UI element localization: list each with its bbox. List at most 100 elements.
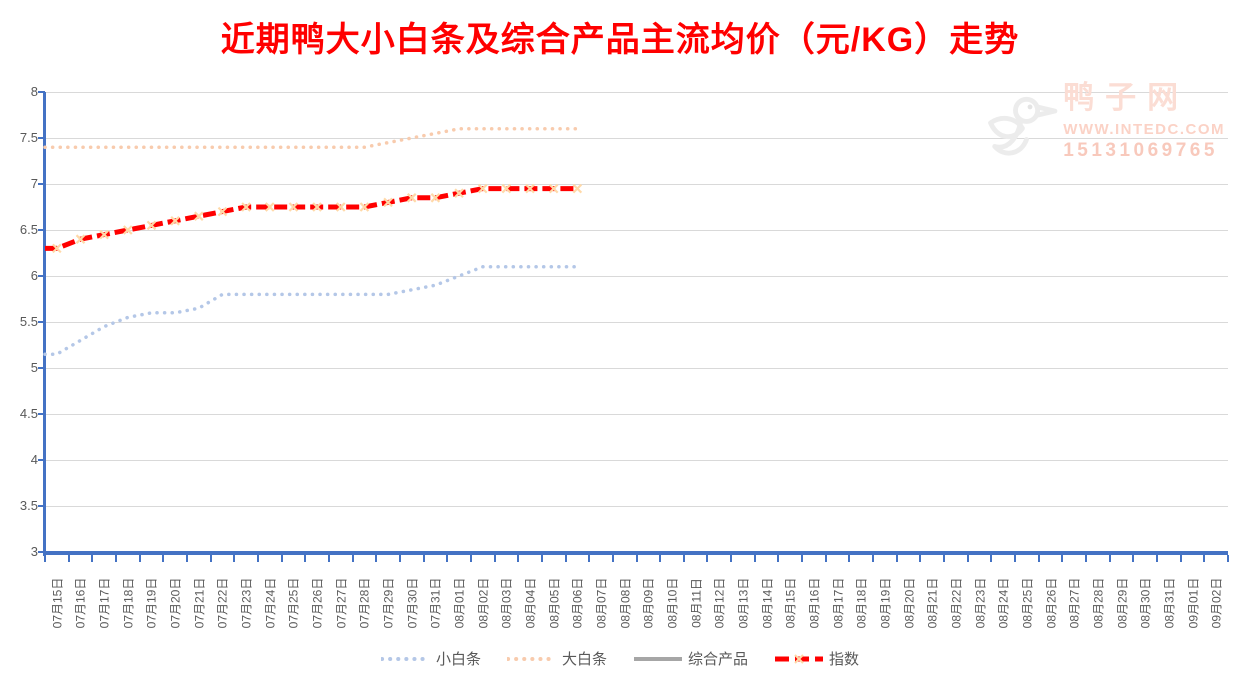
y-axis-tick	[38, 229, 45, 231]
y-axis-line	[43, 92, 46, 556]
x-axis-tick	[1085, 555, 1088, 562]
x-axis-tick	[895, 555, 898, 562]
x-marker	[477, 183, 488, 194]
x-axis-label: 08月09日	[641, 577, 656, 629]
x-marker	[454, 188, 464, 198]
x-marker	[501, 183, 512, 194]
x-axis-label: 07月19日	[144, 577, 159, 629]
x-marker	[525, 183, 535, 194]
x-marker	[572, 183, 583, 194]
x-marker	[406, 193, 417, 203]
y-axis-tick	[38, 505, 45, 507]
x-axis-label: 07月26日	[310, 577, 325, 629]
x-axis-label: 08月20日	[902, 577, 917, 629]
gridline	[45, 460, 1228, 461]
x-axis-label: 08月21日	[925, 577, 940, 629]
x-axis-tick	[943, 555, 946, 562]
x-axis-label: 08月06日	[570, 577, 585, 629]
x-axis-tick	[730, 555, 733, 562]
y-axis-tick	[38, 459, 45, 461]
x-axis-label: 08月10日	[665, 577, 680, 629]
series-line-大白条	[43, 127, 580, 149]
x-axis-tick	[280, 555, 283, 562]
legend-label: 小白条	[435, 651, 481, 668]
x-axis-tick	[1037, 555, 1040, 562]
x-axis-label: 08月31日	[1162, 577, 1177, 629]
x-axis-label: 08月27日	[1067, 577, 1082, 629]
x-axis-label: 08月29日	[1115, 577, 1130, 629]
x-axis-label: 08月23日	[973, 577, 988, 629]
x-marker	[312, 202, 322, 212]
x-axis-label: 07月20日	[168, 577, 183, 629]
y-axis-label: 7	[30, 176, 38, 191]
x-axis-label: 07月25日	[286, 577, 301, 629]
x-axis-label: 07月16日	[73, 577, 88, 629]
x-axis-tick	[114, 555, 117, 562]
x-axis-label: 08月13日	[736, 577, 751, 629]
x-axis-label: 08月04日	[523, 577, 538, 629]
y-axis-label: 5.5	[19, 314, 38, 329]
x-axis-tick	[375, 555, 378, 562]
gridline	[45, 368, 1228, 369]
y-axis-label: 5	[30, 360, 38, 375]
x-axis-label: 07月15日	[50, 577, 65, 629]
x-axis-tick	[1108, 555, 1111, 562]
x-axis-label: 08月24日	[996, 577, 1011, 629]
x-axis-tick	[256, 555, 259, 562]
x-axis-label: 08月22日	[949, 577, 964, 629]
x-marker	[383, 197, 393, 208]
x-axis-tick	[824, 555, 827, 562]
gridline	[45, 506, 1228, 507]
y-axis-tick	[38, 413, 45, 415]
gridline	[45, 322, 1228, 323]
y-axis-label: 4.5	[19, 406, 38, 421]
gridline	[45, 276, 1228, 277]
x-axis-label: 07月24日	[263, 577, 278, 629]
legend-line-sample	[506, 656, 557, 661]
x-axis-tick	[185, 555, 188, 562]
x-axis-label: 08月30日	[1138, 577, 1153, 629]
y-axis-label: 7.5	[19, 130, 38, 145]
x-marker	[335, 202, 346, 212]
x-axis-tick	[67, 555, 70, 562]
y-axis-tick	[38, 551, 45, 553]
x-axis-tick	[801, 555, 804, 562]
legend-item-大白条: 大白条	[506, 648, 607, 669]
x-axis-label: 07月22日	[215, 577, 230, 629]
x-axis-label: 08月03日	[499, 577, 514, 629]
x-axis-tick	[1061, 555, 1064, 562]
legend-item-综合产品: 综合产品	[633, 648, 748, 669]
x-axis-tick	[162, 555, 165, 562]
y-axis-label: 6	[30, 268, 38, 283]
x-axis-tick	[1014, 555, 1017, 562]
x-axis-tick	[304, 555, 307, 562]
x-axis-label: 07月27日	[334, 577, 349, 629]
x-axis-label: 08月28日	[1091, 577, 1106, 629]
legend-label: 综合产品	[688, 651, 749, 668]
x-axis-label: 09月02日	[1209, 577, 1224, 629]
x-axis-label: 08月11日	[689, 578, 704, 628]
y-axis-tick	[38, 367, 45, 369]
y-axis-tick	[38, 91, 45, 93]
x-marker	[123, 225, 133, 235]
x-marker	[99, 229, 109, 240]
legend-item-小白条: 小白条	[380, 648, 481, 669]
x-marker	[217, 206, 228, 217]
y-axis-label: 4	[30, 452, 38, 467]
x-axis-tick	[588, 555, 591, 562]
gridline	[45, 230, 1228, 231]
x-axis-line	[45, 551, 1228, 555]
x-axis-label: 07月17日	[97, 577, 112, 629]
y-axis-tick	[38, 321, 45, 323]
x-axis-label: 07月23日	[239, 577, 254, 629]
x-axis-tick	[351, 555, 354, 562]
legend-item-指数: 指数	[774, 648, 859, 669]
x-axis-tick	[611, 555, 614, 562]
x-axis-tick	[327, 555, 330, 562]
gridline	[45, 92, 1228, 93]
x-marker	[75, 234, 86, 244]
x-axis-tick	[1227, 555, 1229, 562]
x-axis-tick	[209, 555, 212, 562]
x-axis-tick	[1179, 555, 1182, 562]
